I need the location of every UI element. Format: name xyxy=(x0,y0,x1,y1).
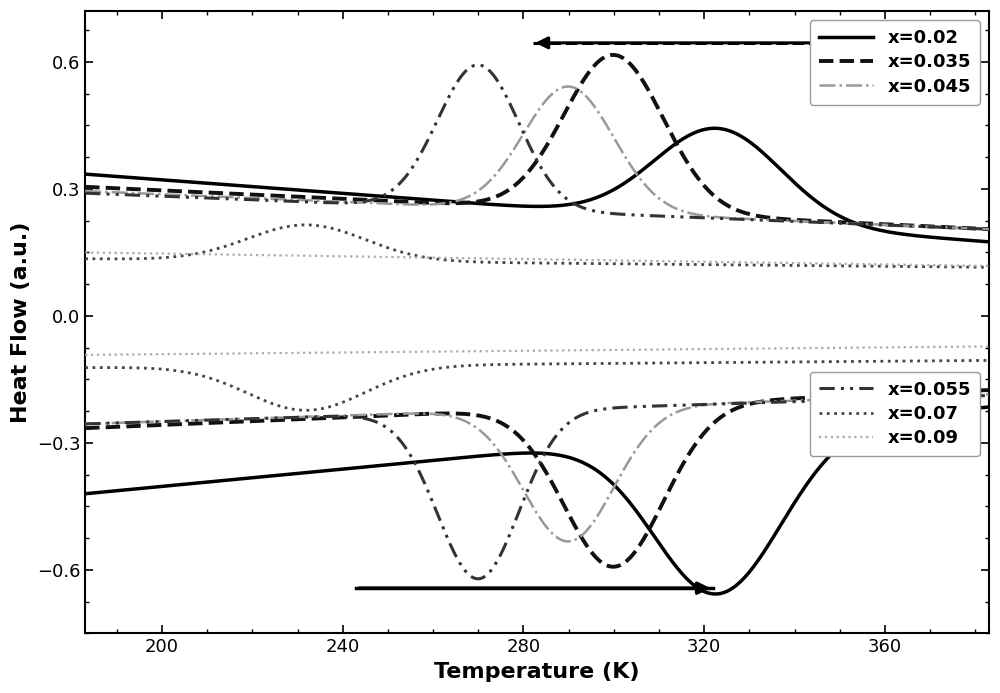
Y-axis label: Heat Flow (a.u.): Heat Flow (a.u.) xyxy=(11,222,31,423)
X-axis label: Temperature (K): Temperature (K) xyxy=(434,662,640,682)
Legend: x=0.055, x=0.07, x=0.09: x=0.055, x=0.07, x=0.09 xyxy=(810,371,980,457)
